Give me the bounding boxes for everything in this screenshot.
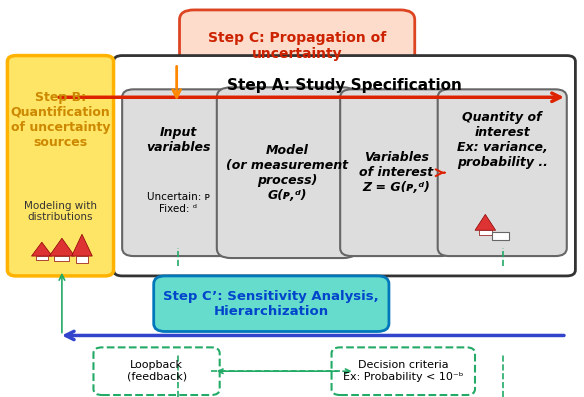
- Polygon shape: [54, 256, 69, 262]
- FancyBboxPatch shape: [437, 89, 567, 256]
- FancyBboxPatch shape: [154, 276, 389, 331]
- Polygon shape: [475, 214, 496, 230]
- FancyBboxPatch shape: [93, 347, 220, 395]
- FancyBboxPatch shape: [8, 56, 113, 276]
- FancyBboxPatch shape: [122, 89, 234, 256]
- Polygon shape: [36, 256, 48, 260]
- Text: Input
variables: Input variables: [146, 125, 210, 154]
- Text: Uncertain: ᴘ
Fixed: ᵈ: Uncertain: ᴘ Fixed: ᵈ: [147, 192, 210, 214]
- FancyBboxPatch shape: [332, 347, 475, 395]
- FancyBboxPatch shape: [113, 56, 575, 276]
- Text: Loopback
(feedback): Loopback (feedback): [127, 360, 187, 382]
- Text: Step A: Study Specification: Step A: Study Specification: [227, 78, 462, 93]
- Polygon shape: [32, 242, 52, 256]
- Polygon shape: [49, 238, 75, 256]
- Text: Quantity of
interest
Ex: variance,
probability ..: Quantity of interest Ex: variance, proba…: [457, 110, 548, 168]
- Polygon shape: [76, 256, 88, 263]
- Text: Variables
of interest
Z = G(ᴘ,ᵈ): Variables of interest Z = G(ᴘ,ᵈ): [359, 151, 433, 194]
- Polygon shape: [492, 232, 509, 240]
- Polygon shape: [479, 230, 492, 235]
- Text: Decision criteria
Ex: Probability < 10⁻ᵇ: Decision criteria Ex: Probability < 10⁻ᵇ: [343, 360, 464, 382]
- FancyBboxPatch shape: [217, 87, 357, 258]
- FancyBboxPatch shape: [179, 10, 415, 81]
- FancyBboxPatch shape: [340, 89, 452, 256]
- Polygon shape: [72, 234, 92, 256]
- Text: Modeling with
distributions: Modeling with distributions: [24, 201, 97, 222]
- Text: Step C: Propagation of
uncertainty: Step C: Propagation of uncertainty: [208, 31, 386, 61]
- Text: Model
(or measurement
process)
G(ᴘ,ᵈ): Model (or measurement process) G(ᴘ,ᵈ): [226, 144, 348, 202]
- Text: Step B:
Quantification
of uncertainty
sources: Step B: Quantification of uncertainty so…: [11, 91, 110, 149]
- Text: Step C’: Sensitivity Analysis,
Hierarchization: Step C’: Sensitivity Analysis, Hierarchi…: [164, 290, 379, 318]
